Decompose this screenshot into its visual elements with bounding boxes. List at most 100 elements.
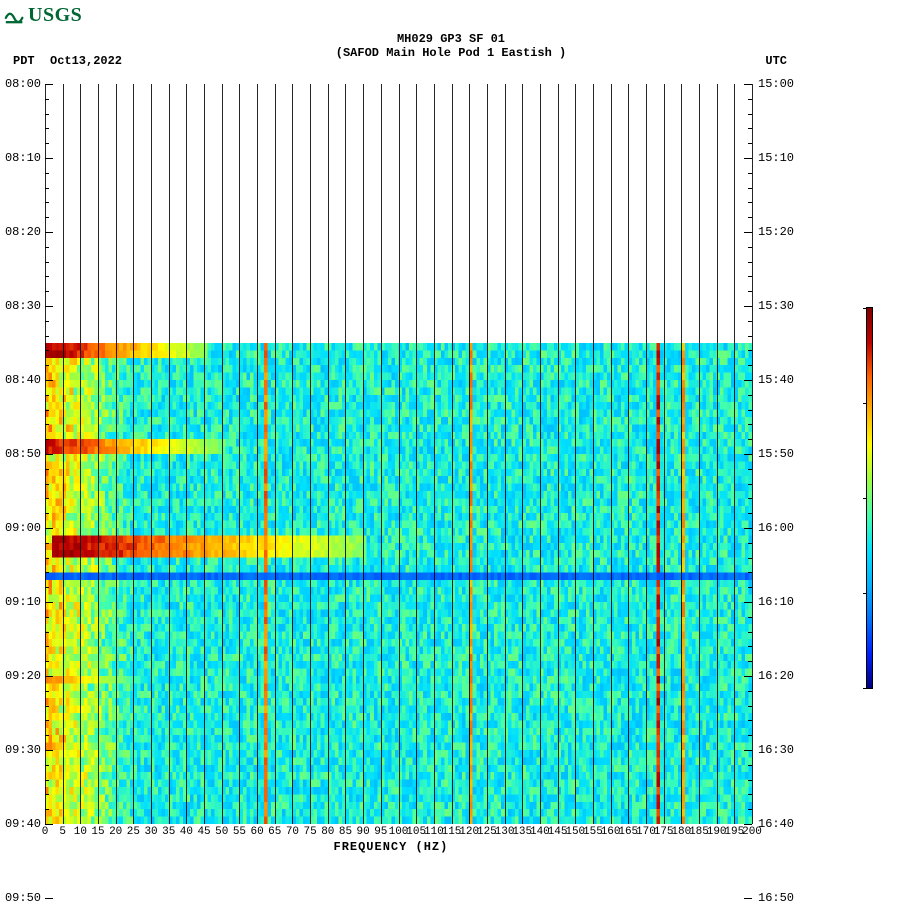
y-minor-tick-right [748,720,752,721]
y-tick-left [45,528,53,529]
y-label-right: 16:10 [758,595,798,609]
y-label-left: 09:50 [1,891,41,905]
y-minor-tick-right [748,291,752,292]
y-minor-tick-right [748,543,752,544]
y-minor-tick-right [748,276,752,277]
y-minor-tick-right [748,217,752,218]
y-minor-tick-right [748,114,752,115]
x-label: 20 [109,826,122,838]
y-label-right: 15:40 [758,373,798,387]
x-gridline [734,84,735,824]
x-label: 40 [180,826,193,838]
y-minor-tick-left [45,617,49,618]
x-gridline [540,84,541,824]
y-label-left: 08:10 [1,151,41,165]
y-minor-tick-right [748,691,752,692]
y-minor-tick-right [748,439,752,440]
y-minor-tick-left [45,484,49,485]
y-label-right: 15:30 [758,299,798,313]
y-minor-tick-right [748,735,752,736]
y-minor-tick-right [748,321,752,322]
y-tick-right [744,602,752,603]
y-minor-tick-left [45,410,49,411]
chart-title: MH029 GP3 SF 01 [0,32,902,46]
colorbar-tick [863,688,867,689]
x-gridline [717,84,718,824]
y-minor-tick-right [748,188,752,189]
x-gridline [133,84,134,824]
y-minor-tick-left [45,498,49,499]
y-minor-tick-right [748,484,752,485]
y-minor-tick-left [45,143,49,144]
y-minor-tick-left [45,424,49,425]
y-minor-tick-right [748,143,752,144]
y-label-left: 09:00 [1,521,41,535]
x-label: 30 [144,826,157,838]
x-label: 15 [91,826,104,838]
y-minor-tick-left [45,765,49,766]
x-axis-title: FREQUENCY (HZ) [334,840,449,854]
logo-text: USGS [28,4,82,27]
x-gridline [98,84,99,824]
y-minor-tick-right [748,498,752,499]
y-tick-right [744,898,752,899]
x-gridline [593,84,594,824]
y-minor-tick-right [748,661,752,662]
y-tick-left [45,232,53,233]
x-gridline [239,84,240,824]
y-tick-right [744,380,752,381]
colorbar [866,307,873,689]
x-gridline [116,84,117,824]
y-minor-tick-right [748,173,752,174]
tz-left-label: PDT [13,54,35,68]
y-minor-tick-right [748,99,752,100]
x-gridline [345,84,346,824]
y-minor-tick-right [748,632,752,633]
tz-right-label: UTC [765,54,787,68]
x-label: 200 [742,826,762,838]
y-minor-tick-right [748,513,752,514]
y-minor-tick-right [748,395,752,396]
colorbar-tick [863,308,867,309]
y-tick-right [744,84,752,85]
y-minor-tick-left [45,720,49,721]
x-gridline [664,84,665,824]
colorbar-tick [863,593,867,594]
y-label-right: 16:30 [758,743,798,757]
y-minor-tick-right [748,469,752,470]
y-minor-tick-left [45,217,49,218]
y-minor-tick-left [45,809,49,810]
y-label-left: 08:40 [1,373,41,387]
y-minor-tick-right [748,424,752,425]
x-gridline [505,84,506,824]
y-label-left: 09:30 [1,743,41,757]
y-label-left: 08:30 [1,299,41,313]
y-minor-tick-left [45,587,49,588]
y-label-left: 08:00 [1,77,41,91]
x-gridline [452,84,453,824]
y-minor-tick-right [748,572,752,573]
y-minor-tick-right [748,794,752,795]
y-minor-tick-left [45,691,49,692]
y-minor-tick-left [45,262,49,263]
y-minor-tick-left [45,632,49,633]
wave-icon [4,5,26,27]
x-gridline [522,84,523,824]
y-minor-tick-right [748,202,752,203]
y-minor-tick-right [748,365,752,366]
usgs-logo: USGS [4,4,82,27]
y-minor-tick-left [45,173,49,174]
x-gridline [752,84,753,824]
x-gridline [575,84,576,824]
x-gridline [434,84,435,824]
x-gridline [63,84,64,824]
y-label-right: 15:10 [758,151,798,165]
x-gridline [646,84,647,824]
y-tick-right [744,750,752,751]
y-minor-tick-left [45,395,49,396]
y-label-right: 15:50 [758,447,798,461]
y-minor-tick-left [45,202,49,203]
y-tick-left [45,898,53,899]
x-label: 75 [304,826,317,838]
x-gridline [399,84,400,824]
